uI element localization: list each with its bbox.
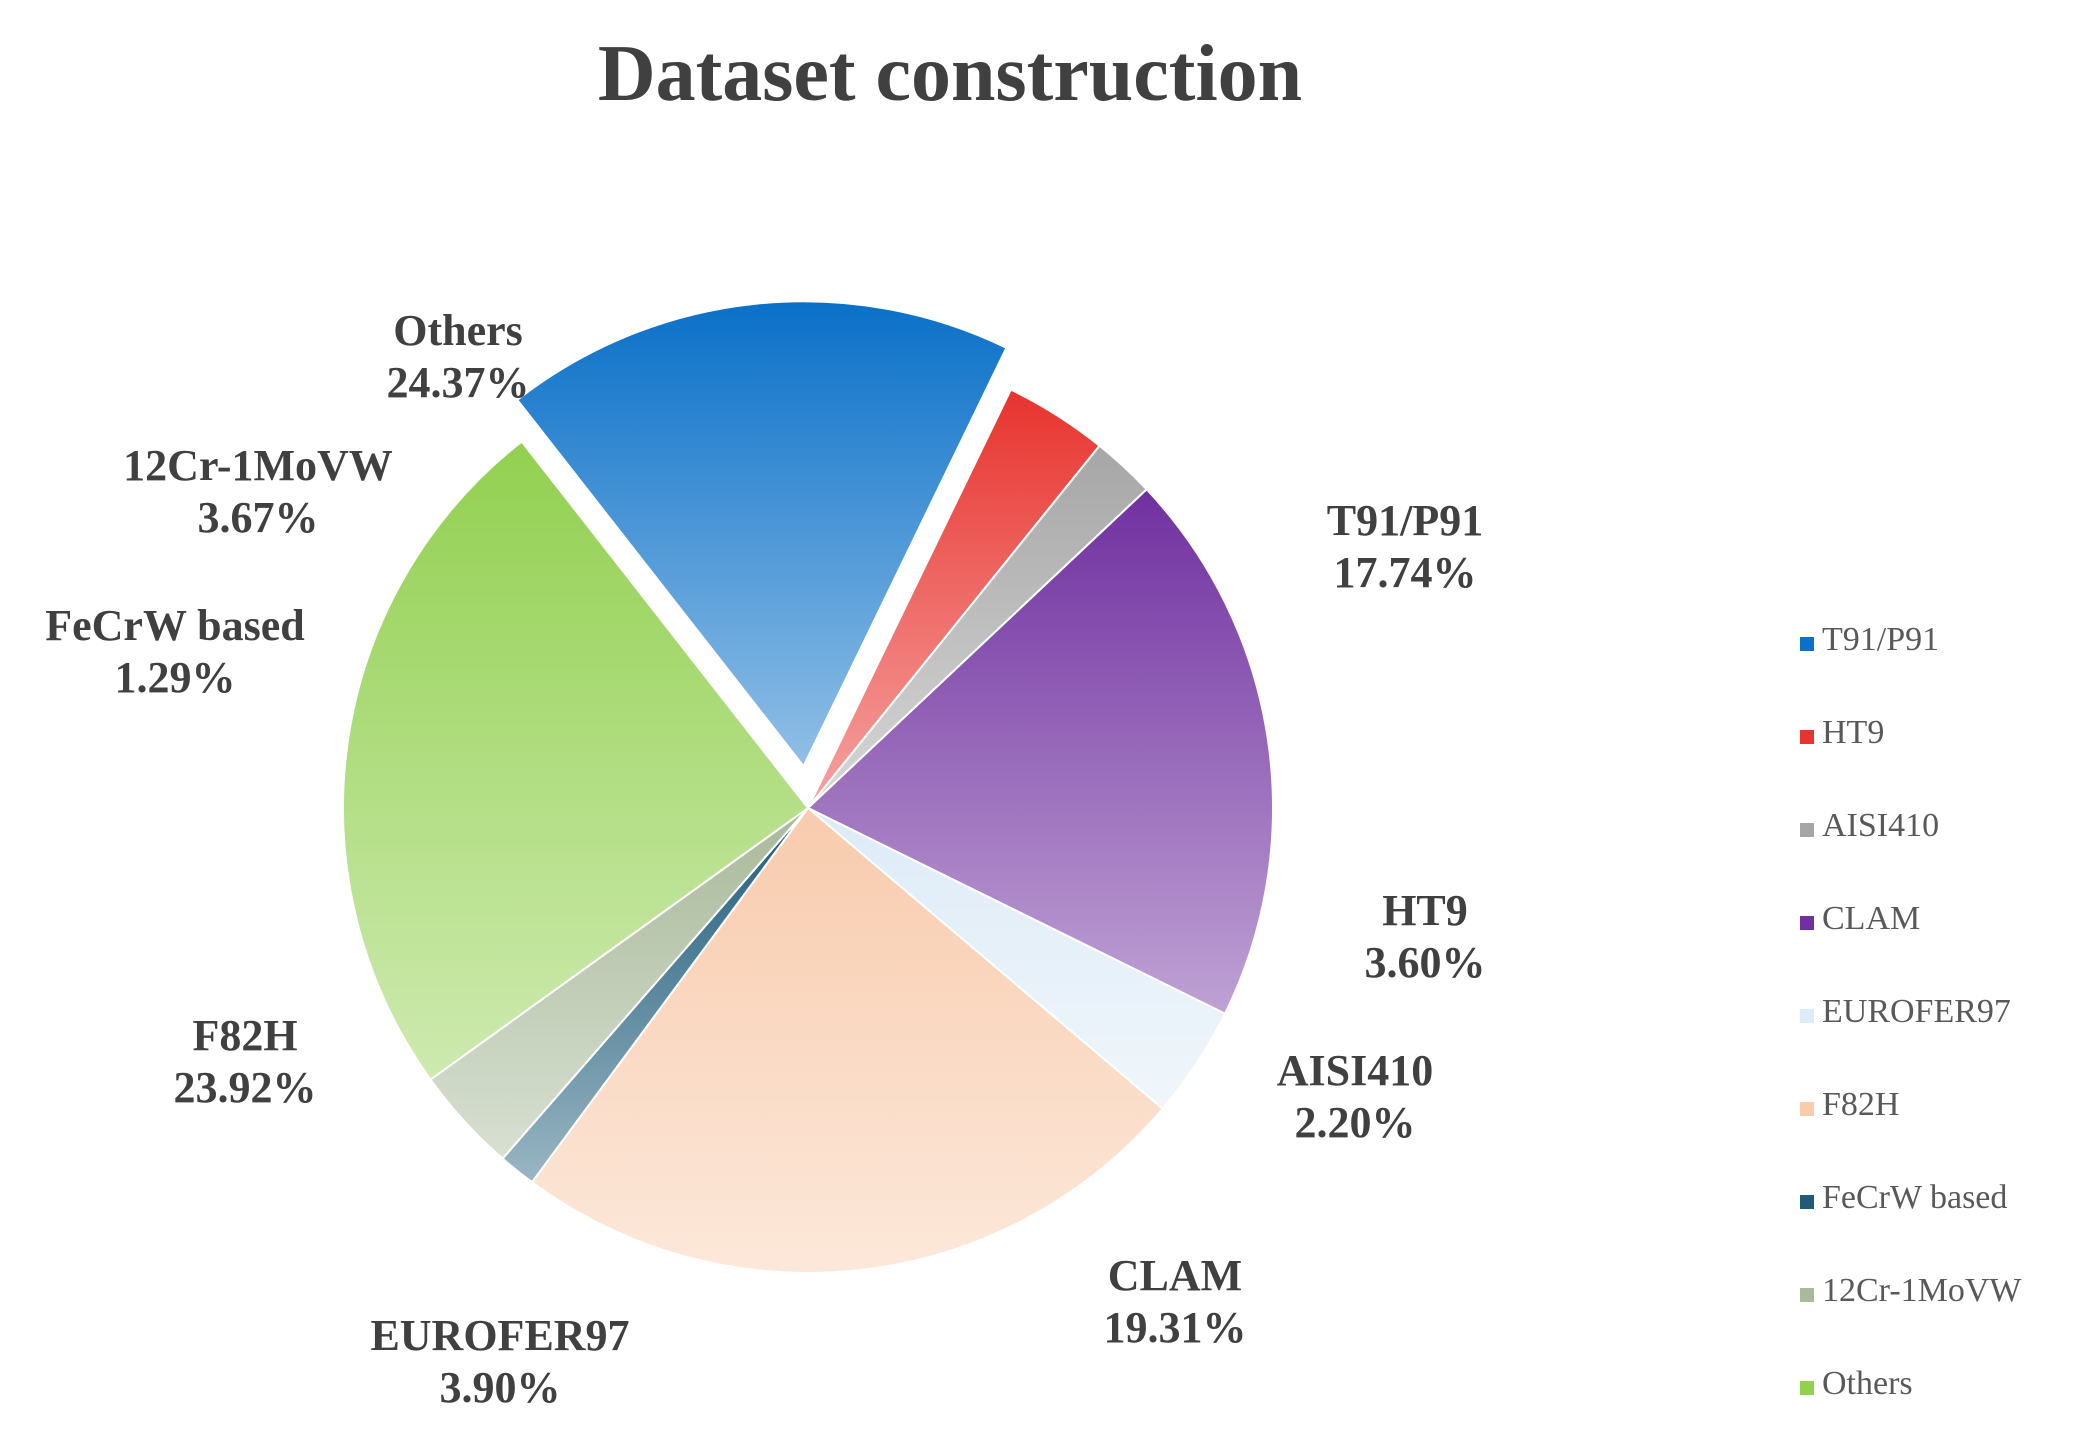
slice-label-value-aisi410: 2.20% xyxy=(1295,1098,1416,1147)
slice-label-value-f82h: 23.92% xyxy=(174,1063,317,1112)
chart-title: Dataset construction xyxy=(598,30,1302,118)
legend-label-t91-p91: T91/P91 xyxy=(1822,621,1939,658)
legend-swatch-fecrw-based xyxy=(1800,1195,1814,1209)
slice-label-name-aisi410: AISI410 xyxy=(1277,1046,1434,1095)
legend-label-f82h: F82H xyxy=(1822,1086,1899,1123)
legend-swatch-eurofer97 xyxy=(1800,1009,1814,1023)
slice-label-name-others: Others xyxy=(393,306,523,355)
legend-swatch-aisi410 xyxy=(1800,823,1814,837)
slice-label-value-12cr-1movw: 3.67% xyxy=(198,493,319,542)
pie-slice-clam xyxy=(806,487,1274,1016)
slice-label-name-clam: CLAM xyxy=(1108,1251,1242,1300)
legend-swatch-t91-p91 xyxy=(1800,637,1814,651)
slice-label-name-f82h: F82H xyxy=(192,1011,297,1060)
legend-label-others: Others xyxy=(1822,1365,1913,1402)
legend-label-12cr-1movw: 12Cr-1MoVW xyxy=(1822,1272,2022,1309)
pie-slice-f82h xyxy=(530,806,1165,1274)
slice-label-name-eurofer97: EUROFER97 xyxy=(370,1311,629,1360)
slice-label-value-others: 24.37% xyxy=(387,358,530,407)
legend-swatch-ht9 xyxy=(1800,730,1814,744)
legend-swatch-clam xyxy=(1800,916,1814,930)
pie-slice-others xyxy=(342,440,810,1081)
legend-label-aisi410: AISI410 xyxy=(1822,807,1939,844)
slice-label-value-t91-p91: 17.74% xyxy=(1334,548,1477,597)
legend-swatch-12cr-1movw xyxy=(1800,1288,1814,1302)
slice-label-name-12cr-1movw: 12Cr-1MoVW xyxy=(123,441,393,490)
pie-slices xyxy=(342,300,1274,1274)
legend-label-clam: CLAM xyxy=(1822,900,1920,937)
pie-slice-t91-p91 xyxy=(515,300,1008,769)
slice-label-value-eurofer97: 3.90% xyxy=(440,1363,561,1412)
slice-label-name-ht9: HT9 xyxy=(1382,886,1468,935)
legend: T91/P91 HT9 AISI410 CLAM EUROFER97 F82H FeCrW … xyxy=(1800,621,2022,1402)
legend-swatch-f82h xyxy=(1800,1102,1814,1116)
legend-swatch-others xyxy=(1800,1381,1814,1395)
slice-label-value-clam: 19.31% xyxy=(1104,1303,1247,1352)
slice-label-name-fecrw-based: FeCrW based xyxy=(45,601,305,650)
legend-label-ht9: HT9 xyxy=(1822,714,1884,751)
slice-label-value-fecrw-based: 1.29% xyxy=(115,653,236,702)
legend-label-fecrw-based: FeCrW based xyxy=(1822,1179,2007,1216)
slice-label-name-t91-p91: T91/P91 xyxy=(1327,496,1483,545)
legend-label-eurofer97: EUROFER97 xyxy=(1822,993,2011,1030)
slice-label-value-ht9: 3.60% xyxy=(1365,938,1486,987)
